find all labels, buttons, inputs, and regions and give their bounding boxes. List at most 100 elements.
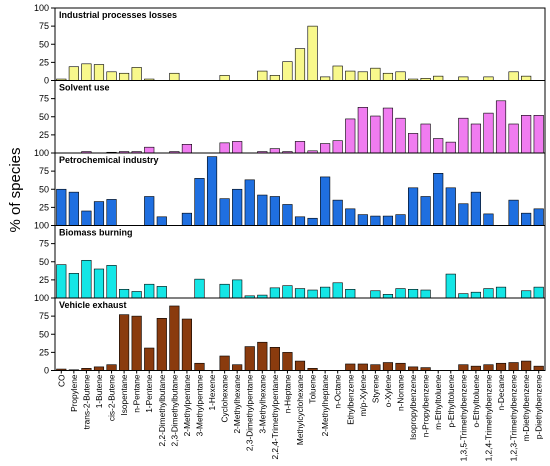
y-tick-label: 50 — [39, 112, 49, 122]
y-tick-label: 75 — [39, 94, 49, 104]
y-tick-label: 50 — [39, 329, 49, 339]
y-tick-label: 100 — [34, 3, 49, 13]
x-tick-label: Isopropylbenzene — [408, 374, 418, 440]
x-tick-label: 1-Hexene — [207, 374, 217, 410]
bar — [521, 75, 532, 81]
bar — [93, 366, 105, 371]
bar — [395, 288, 406, 299]
x-tick-label: m-Ethyltoluene — [433, 374, 443, 430]
bar — [93, 64, 105, 81]
bar — [382, 294, 394, 299]
bar — [144, 146, 155, 154]
y-tick-label: 50 — [39, 39, 49, 49]
bar — [257, 341, 268, 371]
y-axis-label: % of species — [7, 147, 24, 232]
bar — [357, 214, 368, 226]
bar — [219, 283, 230, 299]
y-tick-label: 100 — [34, 221, 49, 231]
bar — [119, 72, 130, 81]
y-tick-label: 75 — [39, 166, 49, 176]
bar — [81, 210, 92, 226]
bar — [269, 287, 280, 299]
x-tick-label: o-Xylene — [383, 374, 393, 407]
bar — [131, 315, 142, 371]
bar — [382, 107, 394, 154]
bar — [119, 288, 130, 299]
bar — [345, 288, 356, 299]
bar — [119, 314, 130, 371]
bar — [470, 291, 481, 299]
bar — [244, 179, 255, 226]
bar — [232, 364, 243, 371]
panel-title: Biomass burning — [59, 228, 133, 238]
x-tick-label: 2,3-Dimethylpentane — [245, 374, 255, 451]
bar — [181, 212, 192, 226]
bar — [294, 216, 306, 226]
bar — [56, 188, 67, 226]
bar — [370, 215, 381, 226]
bar — [156, 317, 167, 371]
panel-title: Vehicle exhaust — [59, 300, 127, 310]
bar — [345, 363, 356, 371]
x-tick-label: n-Pentane — [132, 374, 142, 413]
y-tick-label: 0 — [44, 366, 49, 376]
bar — [269, 148, 280, 154]
bar — [106, 364, 117, 371]
bar — [244, 346, 255, 371]
x-tick-label: n-Heptane — [282, 374, 292, 413]
y-tick-label: 25 — [39, 57, 49, 67]
y-tick-label: 75 — [39, 311, 49, 321]
bar — [106, 265, 117, 299]
bar — [156, 286, 167, 299]
bar — [282, 61, 293, 81]
x-tick-label: 1,3,5-Trimethylbenzene — [458, 374, 468, 461]
panel-title: Solvent use — [59, 83, 110, 93]
bar — [495, 286, 507, 299]
bar — [56, 264, 67, 299]
bar — [370, 67, 381, 81]
panel-title: Petrochemical industry — [59, 155, 159, 165]
bar — [294, 360, 306, 371]
bar — [320, 143, 331, 154]
bar — [433, 173, 444, 226]
bar — [131, 67, 142, 81]
bar — [169, 305, 180, 371]
bar — [144, 196, 155, 226]
bar — [470, 191, 481, 226]
x-tick-label: 3-Methylhexane — [257, 374, 267, 433]
bar — [194, 178, 205, 226]
bar — [332, 199, 343, 226]
bar — [357, 71, 368, 81]
bar — [420, 196, 431, 226]
bar — [408, 133, 419, 154]
bar — [395, 362, 406, 371]
x-tick-label: 3-Methylpentane — [194, 374, 204, 436]
bar — [420, 289, 431, 299]
x-tick-label: Propylene — [69, 374, 79, 412]
bar — [483, 288, 494, 299]
bar — [219, 198, 230, 226]
bar — [382, 72, 394, 81]
bar — [521, 115, 532, 154]
bar — [408, 187, 419, 226]
bar — [495, 362, 507, 371]
bar — [131, 291, 142, 299]
bar — [106, 71, 117, 81]
bar — [307, 289, 318, 299]
bar — [495, 100, 507, 154]
bar — [533, 286, 544, 299]
bar — [458, 293, 469, 299]
x-tick-label: n-Octane — [333, 374, 343, 409]
y-tick-label: 0 — [44, 76, 49, 86]
bar — [533, 115, 544, 154]
bar — [169, 72, 180, 81]
bar — [194, 362, 205, 371]
bar — [144, 347, 155, 371]
y-tick-label: 25 — [39, 347, 49, 357]
bar — [445, 187, 456, 226]
bar — [382, 362, 394, 371]
x-tick-label: 1-Pentene — [144, 374, 154, 413]
bar — [508, 199, 519, 226]
bar — [370, 364, 381, 371]
bar — [382, 215, 394, 226]
